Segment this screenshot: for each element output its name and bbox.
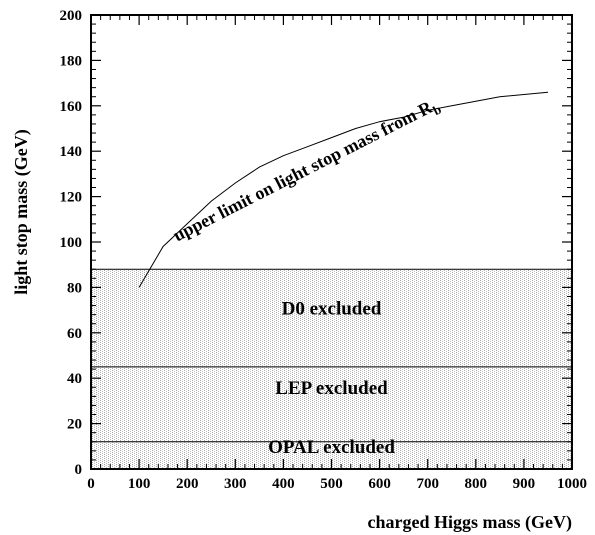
x-tick-label: 900 [513,476,536,492]
y-tick-label: 20 [67,417,82,433]
y-tick-label: 60 [67,326,82,342]
x-axis-title: charged Higgs mass (GeV) [368,512,572,533]
curve-label-main: upper limit on light stop mass from R [170,96,436,245]
y-tick-label: 140 [60,144,83,160]
x-tick-label: 700 [416,476,439,492]
y-tick-label: 80 [67,280,82,296]
region-label-d0: D0 excluded [282,299,382,320]
curve-label: upper limit on light stop mass from Rb [170,94,444,249]
y-tick-label: 180 [60,53,83,69]
y-tick-label: 120 [60,190,83,206]
rb-upper-limit-curve [138,91,549,288]
y-axis-title: light stop mass (GeV) [11,129,32,295]
x-tick-label: 1000 [557,476,587,492]
x-tick-label: 0 [87,476,95,492]
excluded-regions [91,268,572,469]
y-tick-label: 40 [67,371,82,387]
y-tick-label: 200 [60,8,83,24]
x-tick-label: 400 [272,476,295,492]
region-label-lep: LEP excluded [275,378,388,399]
y-tick-label: 160 [60,99,83,115]
region-lep-fill [91,366,572,442]
x-tick-label: 800 [465,476,488,492]
y-tick-label: 100 [60,235,83,251]
x-tick-label: 200 [176,476,199,492]
x-tick-label: 500 [320,476,343,492]
region-label-opal: OPAL excluded [268,437,395,458]
ticks [90,14,573,470]
x-tick-label: 300 [224,476,247,492]
curve-layer [138,91,549,288]
x-tick-label: 100 [128,476,151,492]
x-tick-label: 600 [368,476,391,492]
region-d0-fill [91,269,572,367]
y-tick-label: 0 [75,462,83,478]
